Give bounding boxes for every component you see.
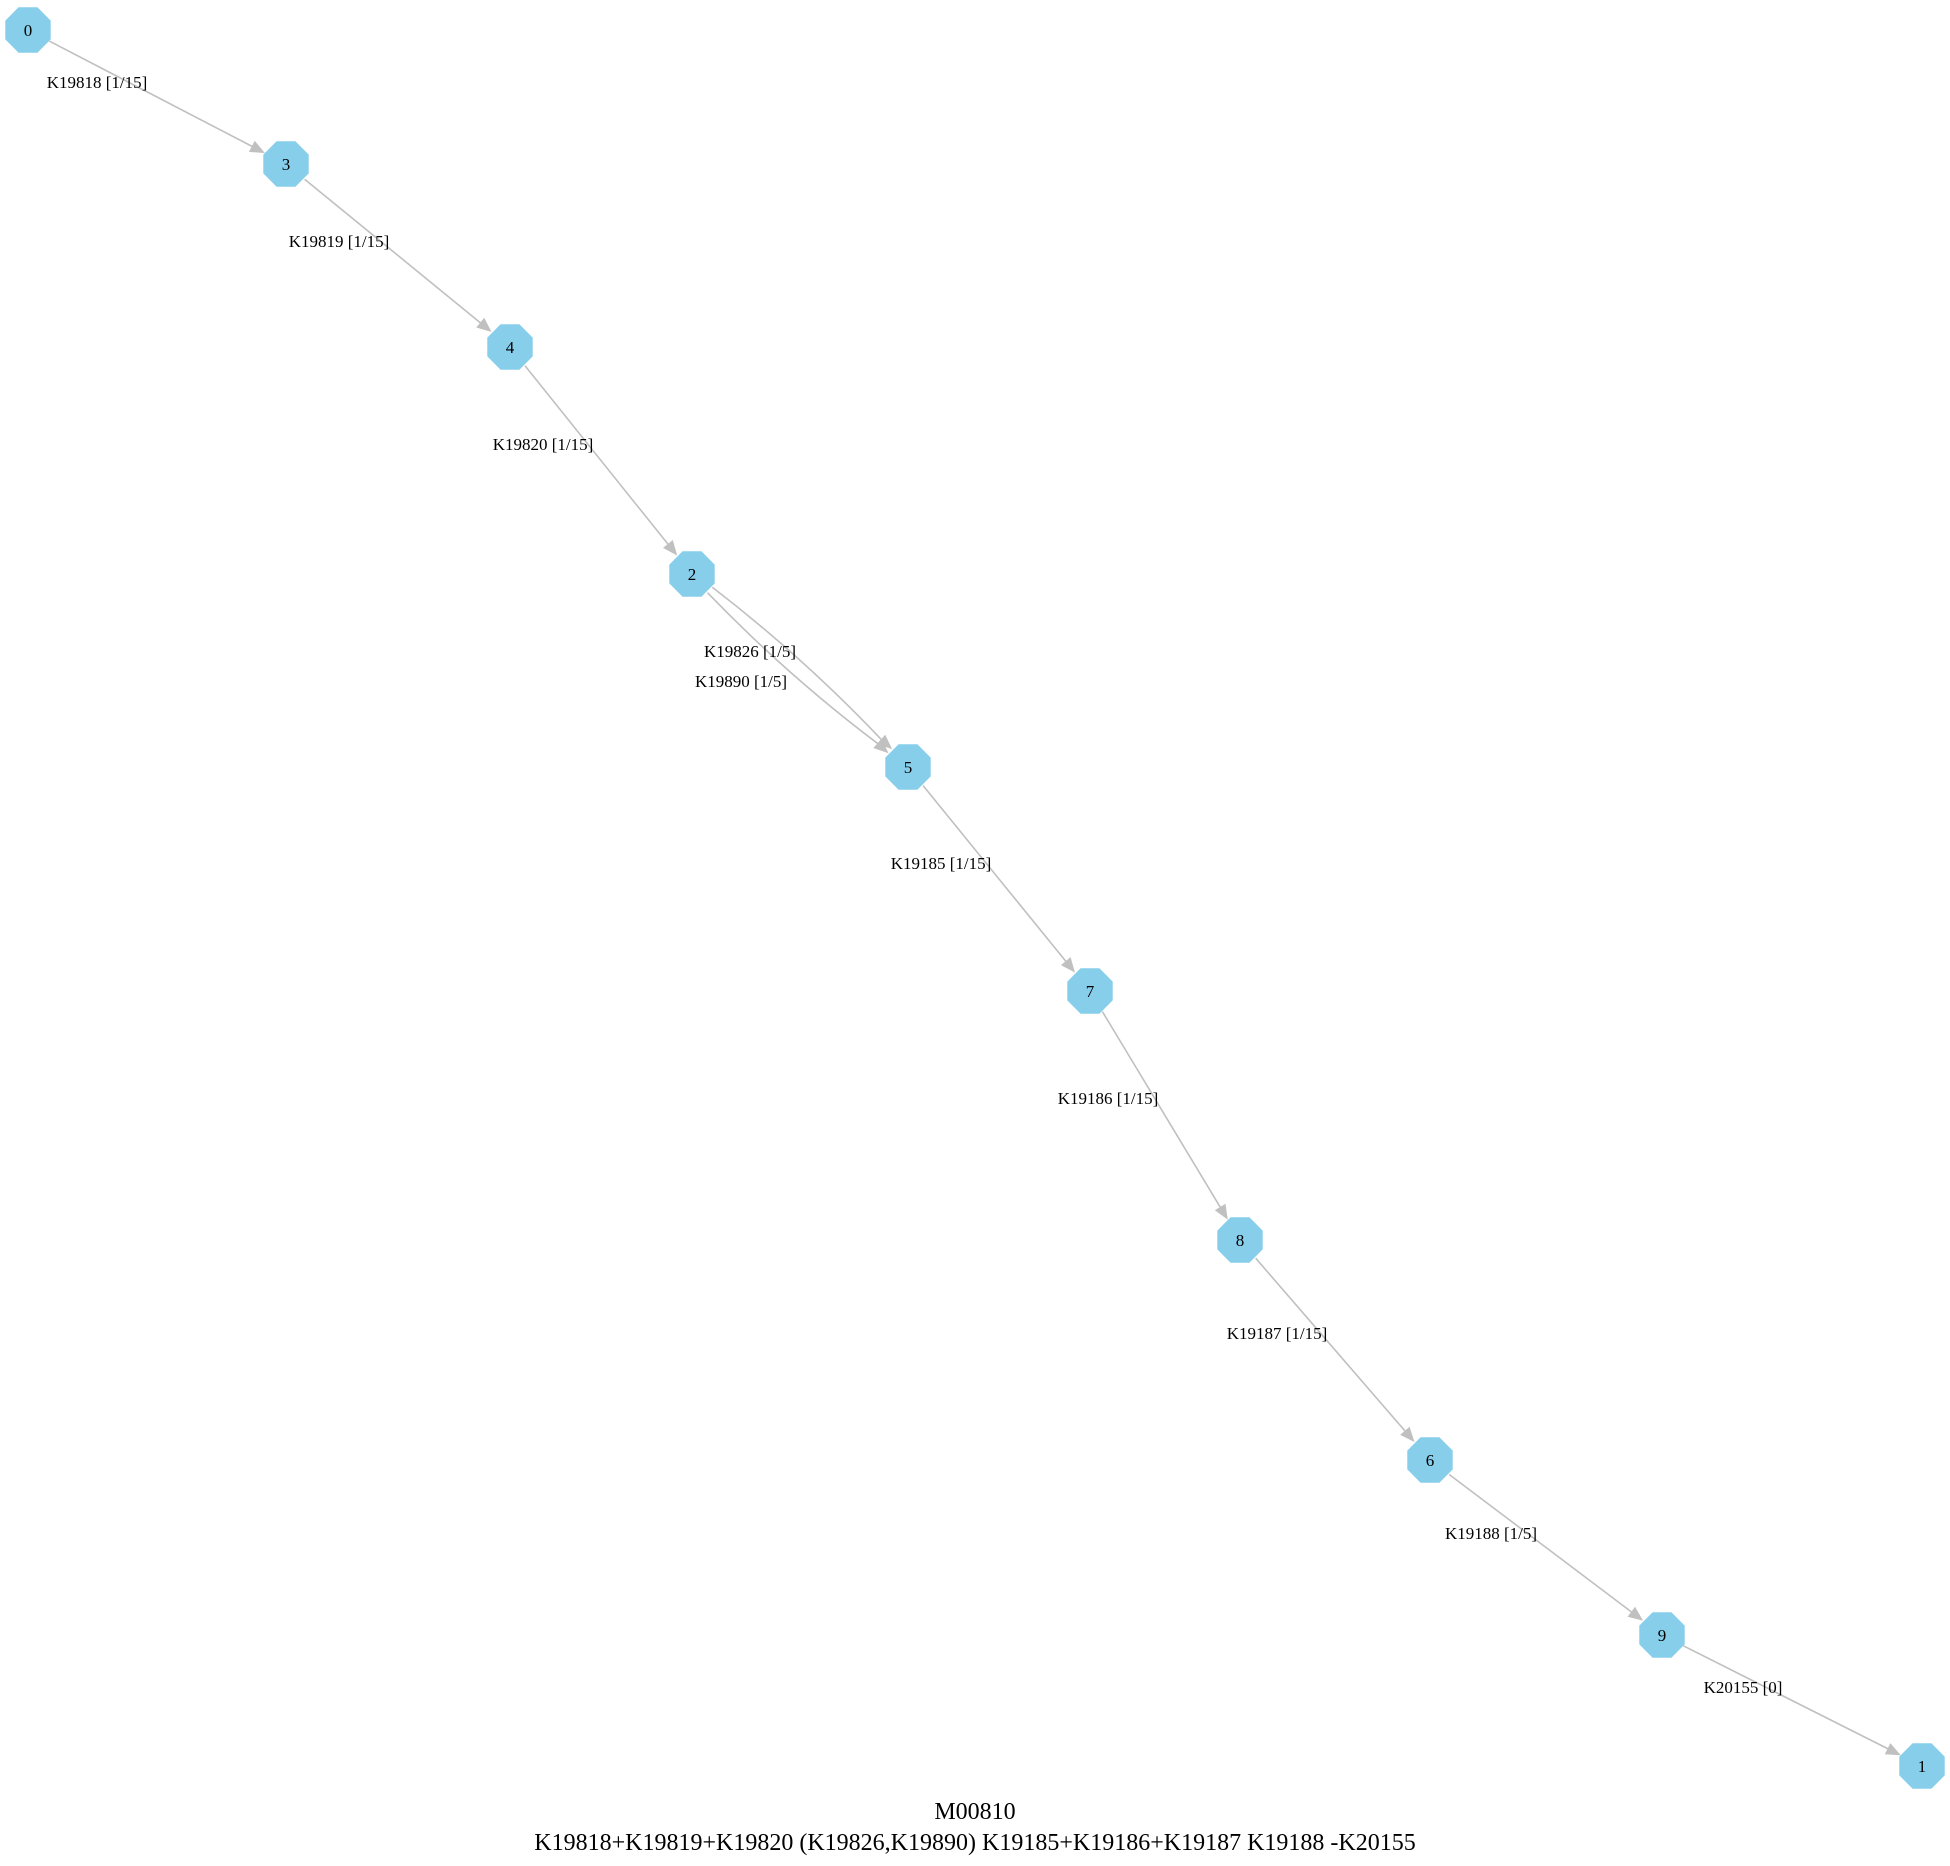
arrow-head bbox=[1627, 1606, 1644, 1621]
edge-line bbox=[524, 365, 669, 545]
node-9: 9 bbox=[1639, 1612, 1685, 1658]
edge-0-3 bbox=[48, 40, 265, 154]
node-label: 2 bbox=[688, 565, 697, 584]
arrow-head bbox=[662, 540, 678, 556]
edge-3-4 bbox=[304, 178, 492, 333]
node-octagon bbox=[1639, 1612, 1685, 1658]
node-label: 9 bbox=[1658, 1626, 1667, 1645]
edge-label: K19188 [1/5] bbox=[1445, 1524, 1537, 1543]
nodes-layer: 0 3 4 2 5 7 8 6 9 1 bbox=[5, 7, 1945, 1789]
node-octagon bbox=[263, 141, 309, 187]
edge-line bbox=[1255, 1257, 1406, 1432]
edge-4-2 bbox=[524, 365, 678, 556]
node-label: 7 bbox=[1086, 982, 1095, 1001]
node-2: 2 bbox=[669, 551, 715, 597]
edge-line bbox=[1683, 1645, 1889, 1750]
graph-caption: M00810 K19818+K19819+K19820 (K19826,K198… bbox=[534, 1799, 1415, 1856]
node-4: 4 bbox=[487, 324, 533, 370]
edge-7-8 bbox=[1101, 1011, 1228, 1220]
edge-label: K19826 [1/5] bbox=[704, 642, 796, 661]
node-5: 5 bbox=[885, 744, 931, 790]
arrow-head bbox=[1400, 1426, 1415, 1443]
edge-label: K19819 [1/15] bbox=[289, 232, 390, 251]
edge-5-7 bbox=[922, 785, 1076, 973]
node-octagon bbox=[1407, 1437, 1453, 1483]
edge-line bbox=[706, 592, 879, 745]
node-label: 4 bbox=[506, 338, 515, 357]
node-octagon bbox=[5, 7, 51, 53]
edge-2-5 bbox=[711, 586, 893, 750]
edge-label: K19185 [1/15] bbox=[891, 854, 992, 873]
edge-line bbox=[1448, 1473, 1633, 1613]
edge-labels-layer: K19818 [1/15] K19819 [1/15] K19820 [1/15] K… bbox=[47, 73, 1783, 1697]
module-definition: K19818+K19819+K19820 (K19826,K19890) K19… bbox=[534, 1830, 1415, 1856]
node-label: 0 bbox=[24, 21, 33, 40]
node-octagon bbox=[1217, 1217, 1263, 1263]
edge-label: K19890 [1/5] bbox=[695, 672, 787, 691]
node-7: 7 bbox=[1067, 968, 1113, 1014]
node-1: 1 bbox=[1899, 1743, 1945, 1789]
edges-layer bbox=[48, 40, 1901, 1756]
node-label: 6 bbox=[1426, 1451, 1435, 1470]
edge-line bbox=[922, 785, 1067, 963]
arrow-head bbox=[248, 140, 265, 154]
arrow-head bbox=[476, 317, 492, 333]
node-octagon bbox=[1067, 968, 1113, 1014]
node-label: 1 bbox=[1918, 1757, 1927, 1776]
node-label: 5 bbox=[904, 758, 913, 777]
node-octagon bbox=[885, 744, 931, 790]
edge-label: K19818 [1/15] bbox=[47, 73, 148, 92]
edge-line bbox=[48, 40, 253, 148]
node-label: 8 bbox=[1236, 1231, 1245, 1250]
edge-2-5-b bbox=[706, 592, 889, 754]
edge-9-1 bbox=[1683, 1645, 1901, 1756]
node-0: 0 bbox=[5, 7, 51, 53]
arrow-head bbox=[873, 738, 889, 754]
node-3: 3 bbox=[263, 141, 309, 187]
node-octagon bbox=[1899, 1743, 1945, 1789]
edge-label: K19186 [1/15] bbox=[1058, 1089, 1159, 1108]
edge-8-6 bbox=[1255, 1257, 1415, 1443]
edge-6-9 bbox=[1448, 1473, 1644, 1621]
node-octagon bbox=[487, 324, 533, 370]
edge-line bbox=[1101, 1011, 1222, 1208]
arrow-head bbox=[1060, 957, 1076, 973]
arrow-head bbox=[1884, 1743, 1901, 1756]
node-label: 3 bbox=[282, 155, 291, 174]
edge-label: K19820 [1/15] bbox=[493, 435, 594, 454]
node-6: 6 bbox=[1407, 1437, 1453, 1483]
module-id: M00810 bbox=[934, 1799, 1015, 1825]
arrow-head bbox=[1214, 1203, 1228, 1220]
edge-line bbox=[711, 586, 883, 741]
node-octagon bbox=[669, 551, 715, 597]
edge-line bbox=[304, 178, 482, 324]
edge-label: K19187 [1/15] bbox=[1227, 1324, 1328, 1343]
node-8: 8 bbox=[1217, 1217, 1263, 1263]
edge-label: K20155 [0] bbox=[1704, 1678, 1783, 1697]
